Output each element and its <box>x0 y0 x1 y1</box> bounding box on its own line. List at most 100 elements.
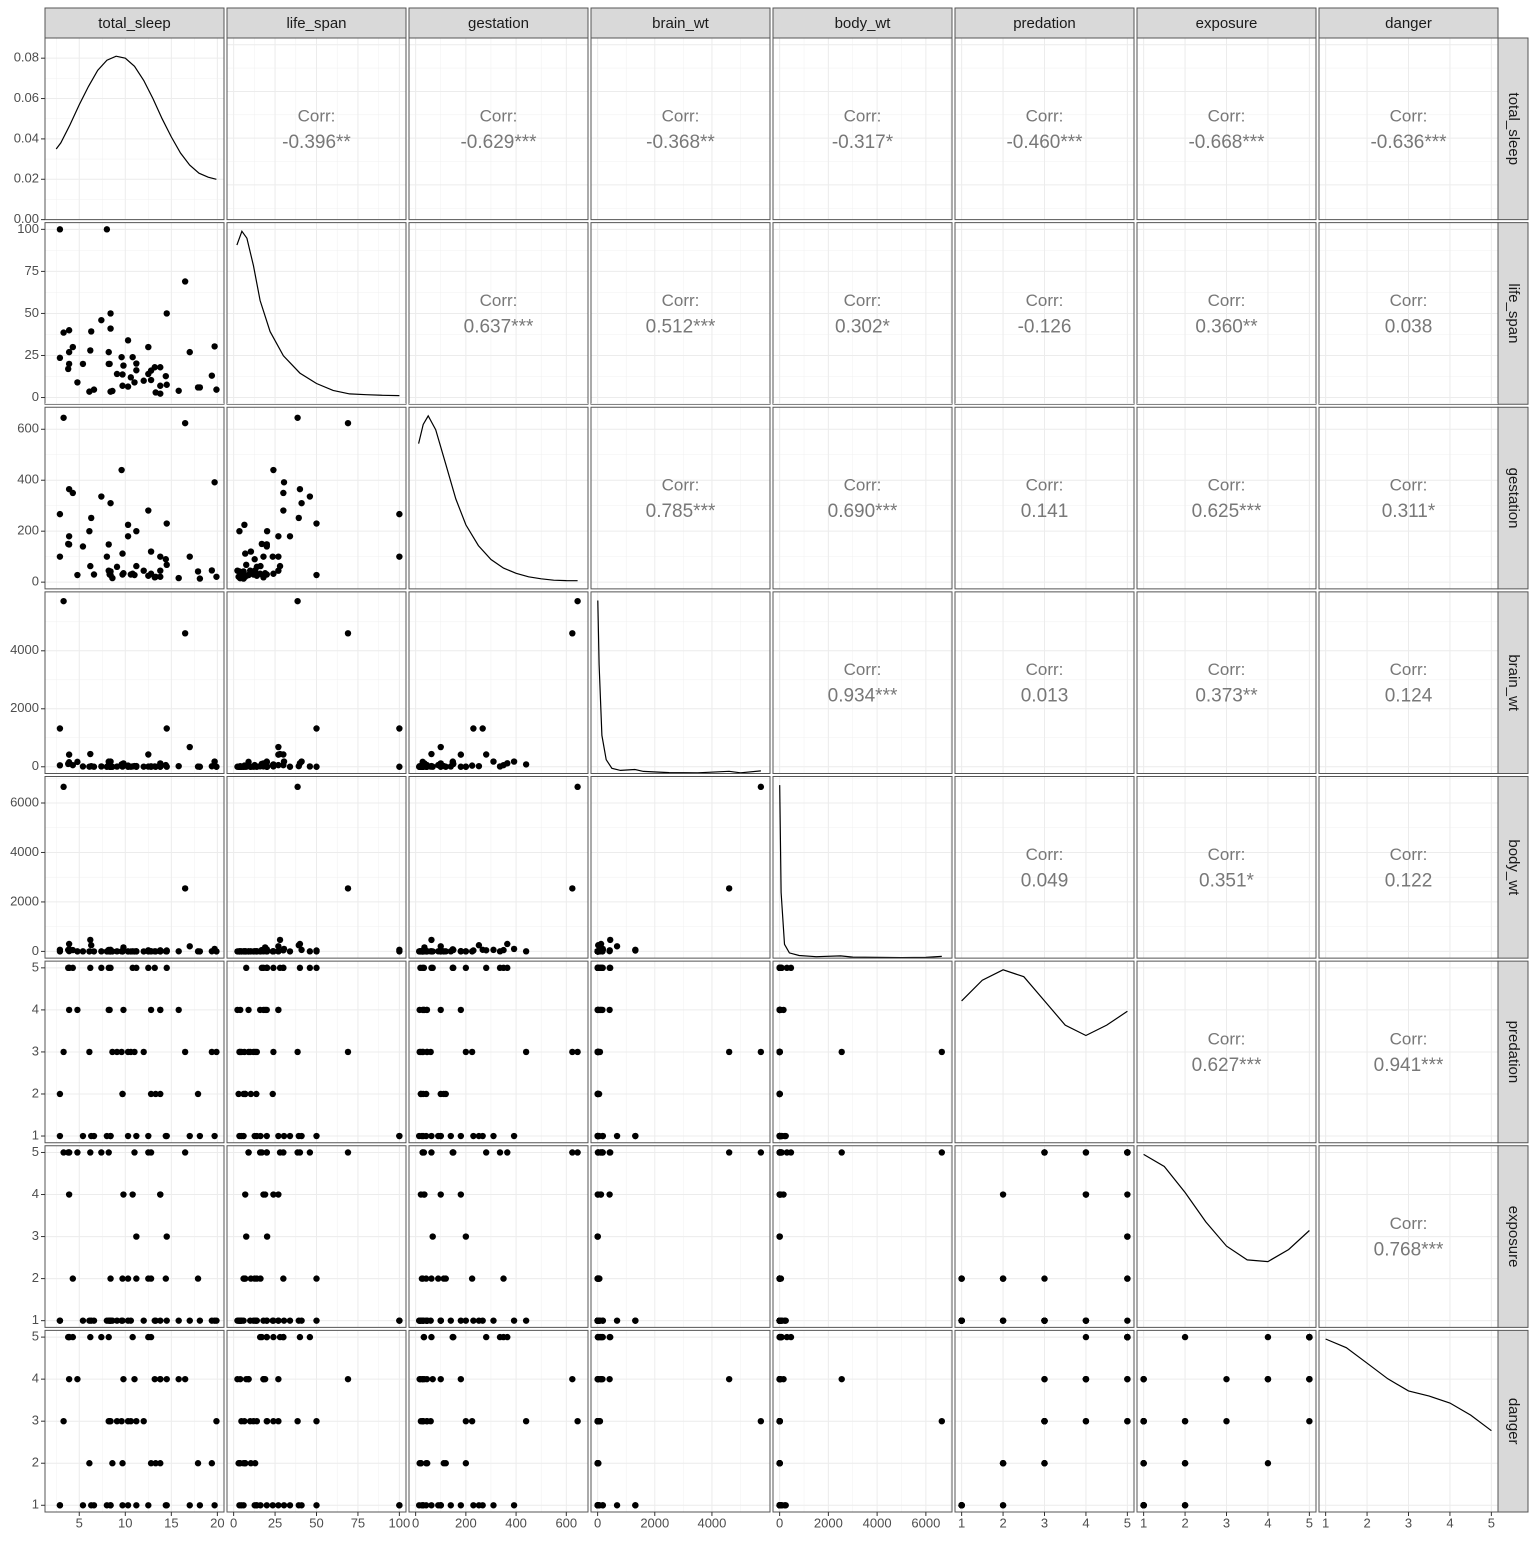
scatter-point <box>133 1133 139 1139</box>
scatter-point <box>247 1418 253 1424</box>
scatter-point <box>120 1007 126 1013</box>
scatter-point <box>57 355 63 361</box>
panel-3-5: Corr:0.013 <box>955 592 1134 774</box>
scatter-point <box>128 1317 134 1323</box>
scatter-point <box>595 1376 601 1382</box>
panel-5-6: Corr:0.627*** <box>1137 961 1316 1143</box>
scatter-point <box>66 533 72 539</box>
scatter-point <box>596 1502 602 1508</box>
x-tick-label: 0 <box>776 1516 783 1531</box>
scatter-point <box>141 948 147 954</box>
scatter-point <box>86 528 92 534</box>
scatter-point <box>470 1502 476 1508</box>
scatter-point <box>777 1275 783 1281</box>
scatter-point <box>260 1191 266 1197</box>
scatter-point <box>264 1418 270 1424</box>
scatter-point <box>106 567 112 573</box>
scatter-point <box>595 1418 601 1424</box>
panel-1-1 <box>227 223 406 405</box>
scatter-point <box>65 947 71 953</box>
scatter-point <box>251 1502 257 1508</box>
scatter-point <box>313 1418 319 1424</box>
scatter-point <box>275 1007 281 1013</box>
scatter-point <box>57 226 63 232</box>
scatter-point <box>294 598 300 604</box>
scatter-point <box>74 1007 80 1013</box>
scatter-point <box>1000 1317 1006 1323</box>
scatter-point <box>148 1007 154 1013</box>
scatter-point <box>259 761 265 767</box>
panel-3-2 <box>409 592 591 774</box>
scatter-point <box>187 1133 193 1139</box>
scatter-point <box>287 533 293 539</box>
scatter-point <box>164 965 170 971</box>
scatter-point <box>57 1133 63 1139</box>
y-tick-label: 4000 <box>10 642 39 657</box>
scatter-point <box>418 1191 424 1197</box>
scatter-point <box>104 553 110 559</box>
scatter-point <box>569 1376 575 1382</box>
scatter-point <box>280 947 286 953</box>
scatter-point <box>270 1049 276 1055</box>
x-tick-label: 0 <box>230 1516 237 1531</box>
scatter-point <box>416 1317 422 1323</box>
x-tick-label: 25 <box>268 1516 282 1531</box>
scatter-point <box>74 572 80 578</box>
scatter-point <box>294 415 300 421</box>
scatter-point <box>607 1149 613 1155</box>
panel-7-1 <box>227 1330 406 1512</box>
scatter-point <box>106 1149 112 1155</box>
scatter-point <box>234 1376 240 1382</box>
y-tick-label: 75 <box>25 263 39 278</box>
scatter-point <box>88 1133 94 1139</box>
scatter-point <box>281 1317 287 1323</box>
scatter-point <box>65 965 71 971</box>
scatter-point <box>435 762 441 768</box>
scatter-point <box>157 553 163 559</box>
scatter-point <box>483 1149 489 1155</box>
scatter-point <box>164 725 170 731</box>
scatter-point <box>569 885 575 891</box>
scatter-point <box>197 1317 203 1323</box>
scatter-point <box>450 1149 456 1155</box>
scatter-point <box>606 1376 612 1382</box>
scatter-point <box>118 1418 124 1424</box>
scatter-point <box>758 1049 764 1055</box>
panel-2-5: Corr:0.141 <box>955 404 1134 589</box>
scatter-point <box>270 1418 276 1424</box>
scatter-point <box>270 1334 276 1340</box>
scatter-point <box>98 317 104 323</box>
scatter-point <box>523 1317 529 1323</box>
scatter-point <box>236 1460 242 1466</box>
scatter-point <box>98 1149 104 1155</box>
y-tick-label: 25 <box>25 347 39 362</box>
scatter-point <box>129 1334 135 1340</box>
scatter-point <box>958 1275 964 1281</box>
scatter-point <box>778 965 784 971</box>
scatter-point <box>463 763 469 769</box>
corr-value: -0.317* <box>832 132 894 153</box>
scatter-point <box>125 383 131 389</box>
scatter-point <box>424 948 430 954</box>
scatter-point <box>313 1502 319 1508</box>
scatter-point <box>396 553 402 559</box>
corr-label: Corr: <box>1390 476 1428 495</box>
scatter-point <box>211 1502 217 1508</box>
scatter-point <box>163 373 169 379</box>
scatter-point <box>275 744 281 750</box>
panel-5-1 <box>227 961 406 1143</box>
scatter-point <box>596 1275 602 1281</box>
scatter-point <box>119 1502 125 1508</box>
scatter-point <box>275 533 281 539</box>
scatter-point <box>209 372 215 378</box>
scatter-point <box>235 1091 241 1097</box>
scatter-point <box>182 420 188 426</box>
y-tick-label: 1 <box>32 1127 39 1142</box>
panel-0-4: Corr:-0.317* <box>773 38 952 220</box>
scatter-point <box>157 567 163 573</box>
panel-7-6 <box>1137 1330 1316 1512</box>
panel-6-3 <box>591 1146 770 1328</box>
panel-0-5: Corr:-0.460*** <box>955 38 1134 220</box>
scatter-point <box>187 553 193 559</box>
scatter-point <box>164 1233 170 1239</box>
